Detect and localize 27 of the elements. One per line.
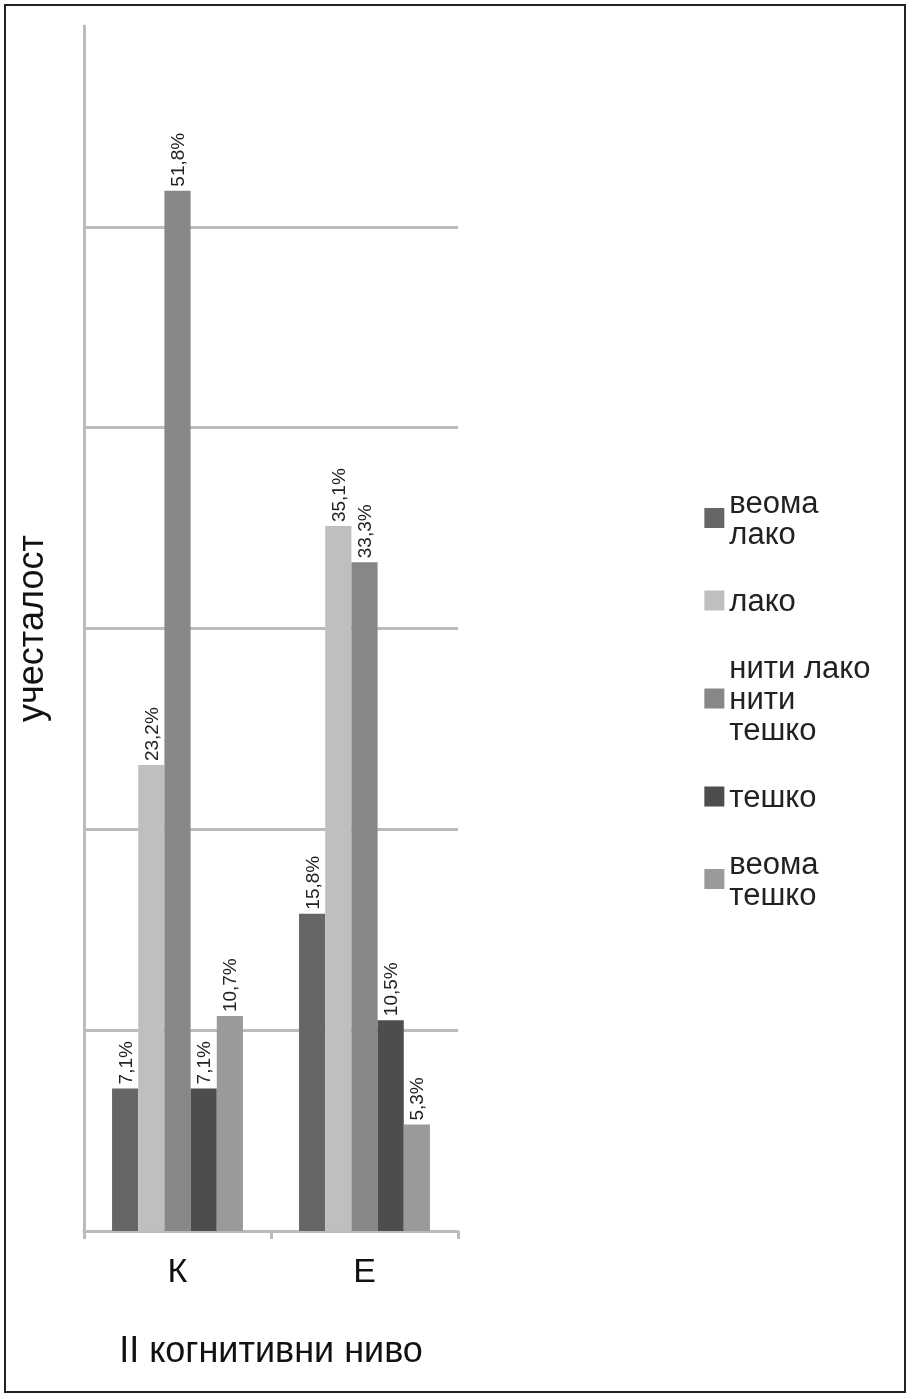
data-label: 5,3% [406, 1077, 428, 1121]
legend-label: веома лако [729, 485, 828, 551]
legend-label: лако [729, 583, 796, 618]
bar [216, 1016, 243, 1231]
data-label: 51,8% [167, 132, 188, 187]
data-label: 7,1% [193, 1041, 215, 1085]
data-label: 33,3% [354, 504, 375, 559]
x-tick-label: Е [353, 1251, 376, 1289]
data-label: 10,7% [219, 958, 241, 1013]
data-label: 23,2% [140, 707, 162, 762]
legend-label: нити лако нити тешко [729, 650, 880, 747]
data-label: 35,1% [327, 468, 349, 523]
x-axis-title: II когнитивни ниво [119, 1328, 423, 1370]
bar [190, 1088, 217, 1231]
legend-label: веома тешко [729, 846, 828, 912]
bar [403, 1124, 430, 1231]
bar [299, 913, 326, 1231]
data-label: 7,1% [114, 1041, 136, 1085]
data-label: 15,8% [301, 855, 323, 910]
bar [112, 1088, 139, 1231]
bar [351, 562, 378, 1231]
x-tick-label: К [167, 1251, 188, 1289]
data-label: 10,5% [380, 962, 402, 1017]
y-axis-title: учесталост [9, 535, 51, 722]
legend-label: тешко [729, 779, 817, 814]
bar [164, 190, 191, 1231]
bar [377, 1020, 404, 1231]
